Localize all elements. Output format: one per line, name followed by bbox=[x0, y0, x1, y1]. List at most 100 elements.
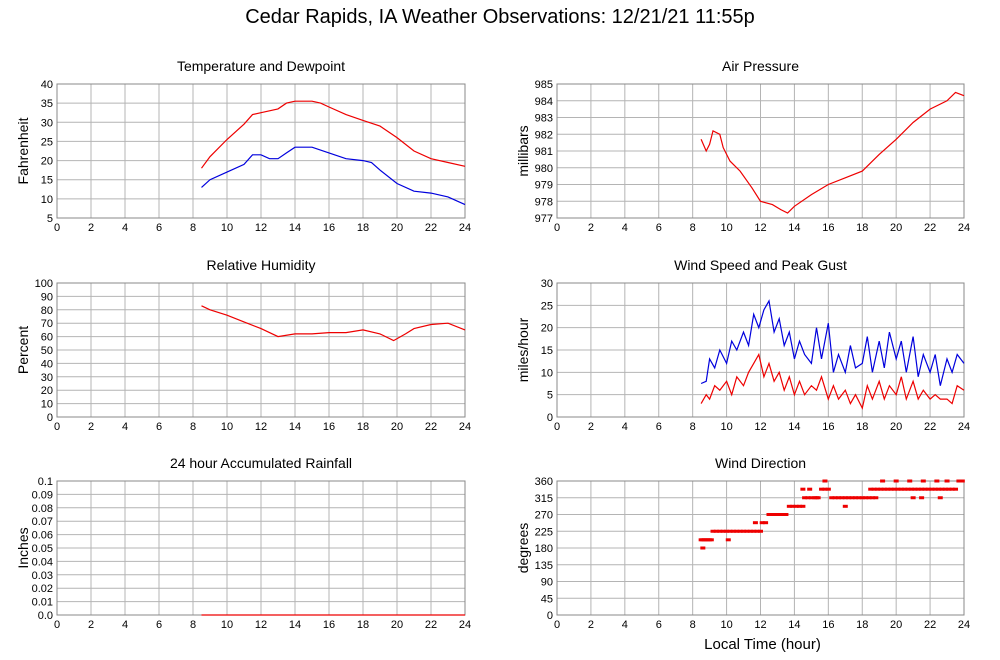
plot-frame bbox=[556, 282, 965, 418]
x-axis-title: Local Time (hour) bbox=[704, 636, 821, 653]
x-tick-label: 14 bbox=[788, 619, 800, 631]
x-tick-label: 18 bbox=[856, 222, 868, 234]
data-point bbox=[915, 487, 921, 491]
data-point bbox=[937, 496, 943, 500]
data-point bbox=[875, 487, 881, 491]
x-tick-label: 20 bbox=[890, 421, 902, 433]
data-point bbox=[925, 487, 931, 491]
y-tick-label: 0.03 bbox=[32, 570, 53, 582]
y-axis-label: millibars bbox=[515, 125, 531, 176]
data-point bbox=[730, 529, 736, 533]
series-line-red bbox=[201, 100, 466, 169]
y-tick-label: 981 bbox=[535, 146, 553, 158]
data-point bbox=[724, 529, 730, 533]
data-point bbox=[717, 529, 723, 533]
series-line-red bbox=[201, 305, 466, 342]
y-axis-label: degrees bbox=[515, 523, 531, 574]
plot-frame bbox=[56, 282, 466, 418]
y-axis-label: Inches bbox=[15, 527, 31, 568]
data-point bbox=[868, 487, 874, 491]
chart-rain: 24 hour Accumulated RainfallInches0.00.0… bbox=[15, 455, 471, 631]
data-point bbox=[800, 504, 806, 508]
data-point bbox=[773, 513, 779, 516]
x-tick-label: 2 bbox=[588, 222, 594, 234]
data-point bbox=[805, 496, 811, 500]
data-point bbox=[754, 529, 760, 533]
data-point bbox=[944, 479, 950, 483]
x-tick-label: 10 bbox=[221, 222, 233, 234]
data-point bbox=[758, 529, 763, 533]
x-tick-label: 0 bbox=[54, 619, 60, 631]
data-point bbox=[744, 529, 750, 533]
y-tick-label: 15 bbox=[541, 345, 553, 357]
y-tick-label: 270 bbox=[535, 510, 553, 522]
data-point bbox=[898, 487, 904, 491]
data-point bbox=[747, 529, 753, 533]
data-point bbox=[905, 487, 911, 491]
y-tick-label: 15 bbox=[41, 175, 53, 187]
data-point bbox=[751, 529, 757, 533]
y-tick-label: 70 bbox=[41, 318, 53, 330]
data-point bbox=[802, 496, 808, 500]
x-tick-label: 10 bbox=[720, 619, 732, 631]
x-tick-label: 2 bbox=[588, 619, 594, 631]
data-point bbox=[902, 487, 908, 491]
y-axis-label: Percent bbox=[15, 326, 31, 374]
x-tick-label: 8 bbox=[190, 222, 196, 234]
data-point bbox=[720, 529, 726, 533]
x-tick-label: 2 bbox=[88, 222, 94, 234]
y-tick-label: 25 bbox=[541, 300, 553, 312]
chart-pressure: Air Pressure millibars 977 978 979 980 981 982 9… bbox=[515, 58, 970, 234]
x-tick-label: 6 bbox=[156, 619, 162, 631]
data-point bbox=[842, 504, 848, 508]
data-point bbox=[825, 487, 831, 491]
y-tick-label: 315 bbox=[535, 493, 553, 505]
data-point bbox=[929, 487, 935, 491]
y-tick-label: 0.1 bbox=[38, 476, 53, 488]
x-tick-label: 0 bbox=[554, 421, 560, 433]
data-point bbox=[922, 487, 928, 491]
data-point bbox=[959, 479, 965, 483]
chart-humidity: Relative HumidityPercent0102030405060708… bbox=[15, 257, 471, 433]
x-tick-label: 0 bbox=[554, 619, 560, 631]
x-tick-label: 12 bbox=[255, 222, 267, 234]
y-tick-label: 360 bbox=[535, 476, 553, 488]
data-point bbox=[873, 496, 879, 500]
data-point bbox=[842, 496, 848, 500]
series-line-red bbox=[700, 352, 965, 410]
data-point bbox=[912, 487, 918, 491]
y-tick-label: 984 bbox=[535, 96, 553, 108]
data-point bbox=[846, 496, 852, 500]
x-tick-label: 24 bbox=[958, 222, 970, 234]
x-tick-label: 24 bbox=[958, 619, 970, 631]
data-point bbox=[849, 496, 855, 500]
y-tick-label: 30 bbox=[41, 372, 53, 384]
plot-frame bbox=[556, 83, 965, 219]
y-tick-label: 60 bbox=[41, 332, 53, 344]
data-point bbox=[836, 496, 842, 500]
x-tick-label: 4 bbox=[122, 421, 128, 433]
y-tick-label: 135 bbox=[535, 560, 553, 572]
x-tick-label: 22 bbox=[924, 619, 936, 631]
data-point bbox=[946, 487, 952, 491]
data-point bbox=[920, 479, 926, 483]
chart-title: 24 hour Accumulated Rainfall bbox=[170, 455, 352, 471]
data-point bbox=[759, 521, 765, 525]
data-point bbox=[852, 496, 858, 500]
x-tick-label: 20 bbox=[890, 619, 902, 631]
y-tick-label: 978 bbox=[535, 196, 553, 208]
x-tick-label: 6 bbox=[656, 619, 662, 631]
data-point bbox=[919, 496, 925, 500]
data-point bbox=[763, 521, 769, 525]
x-tick-label: 22 bbox=[924, 421, 936, 433]
x-tick-label: 2 bbox=[88, 421, 94, 433]
y-tick-label: 80 bbox=[41, 305, 53, 317]
data-point bbox=[871, 487, 877, 491]
x-tick-label: 4 bbox=[622, 222, 628, 234]
x-tick-label: 4 bbox=[622, 421, 628, 433]
x-tick-label: 22 bbox=[924, 222, 936, 234]
x-tick-label: 16 bbox=[323, 619, 335, 631]
x-tick-label: 6 bbox=[156, 421, 162, 433]
y-tick-label: 25 bbox=[41, 136, 53, 148]
